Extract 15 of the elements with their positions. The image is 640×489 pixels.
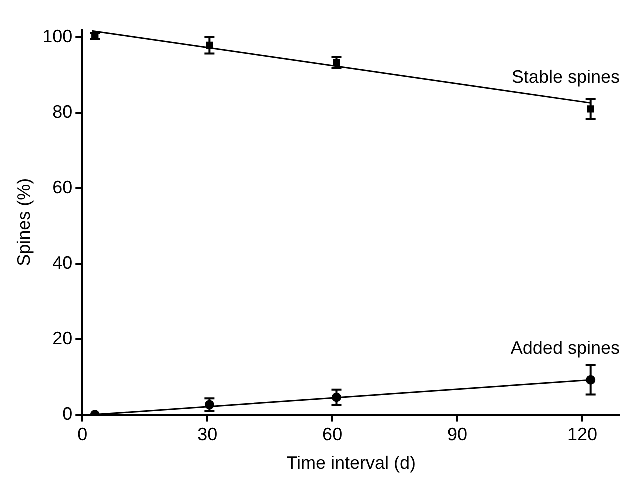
y-axis-title: Spines (%): [14, 178, 34, 266]
series-label: Stable spines: [512, 67, 620, 88]
x-tick-label: 60: [322, 424, 343, 445]
y-tick-label: 40: [52, 252, 73, 273]
x-tick-label: 30: [198, 424, 218, 445]
y-tick-label: 60: [52, 177, 73, 198]
x-tick-label: 0: [78, 424, 88, 445]
y-tick-label: 0: [62, 404, 73, 424]
x-tick-label: 120: [567, 424, 598, 445]
series-label: Added spines: [510, 338, 620, 358]
y-tick-label: 20: [52, 328, 73, 348]
y-tick-label: 80: [52, 102, 73, 122]
y-tick-label: 100: [42, 26, 73, 47]
x-tick-label: 90: [448, 424, 468, 445]
x-axis-title: Time interval (d): [286, 453, 416, 474]
